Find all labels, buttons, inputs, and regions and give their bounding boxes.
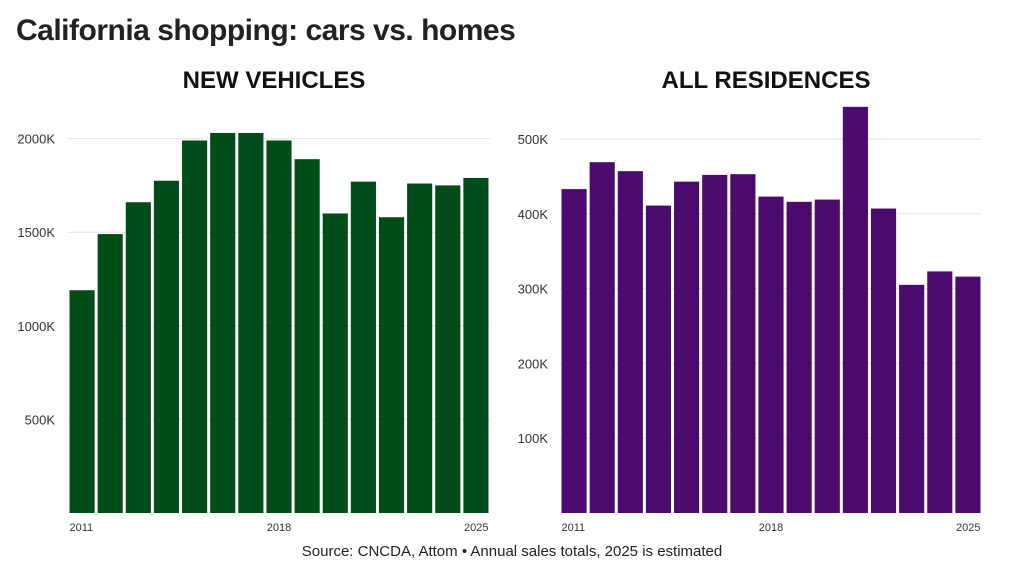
bar-2011 xyxy=(561,189,587,513)
bar-2014 xyxy=(645,205,672,513)
bar-2023 xyxy=(899,284,925,513)
bar-2022 xyxy=(870,208,897,513)
bar-2013 xyxy=(125,202,151,514)
bar-2013 xyxy=(617,171,643,513)
y-tick-label: 400K xyxy=(518,207,549,222)
x-tick-label: 2011 xyxy=(562,522,586,534)
bar-2011 xyxy=(69,290,95,513)
bar-2019 xyxy=(786,201,812,513)
x-tick-label: 2011 xyxy=(70,522,94,534)
bar-2021 xyxy=(842,106,868,513)
x-tick-label: 2018 xyxy=(759,522,783,534)
chart-title: California shopping: cars vs. homes xyxy=(16,14,516,47)
bar-2018 xyxy=(266,140,292,514)
source-note: Source: CNCDA, Attom • Annual sales tota… xyxy=(301,543,723,560)
bar-2025 xyxy=(955,276,981,513)
bar-2012 xyxy=(97,234,123,513)
bar-2019 xyxy=(294,159,320,513)
y-tick-label: 500K xyxy=(518,132,549,147)
panel-title: ALL RESIDENCES xyxy=(662,67,871,94)
bar-2024 xyxy=(927,271,953,513)
bar-2015 xyxy=(674,181,700,514)
bar-2022 xyxy=(378,217,405,513)
y-tick-label: 1500K xyxy=(17,225,55,240)
x-tick-label: 2025 xyxy=(956,522,980,534)
bar-2017 xyxy=(238,132,264,513)
bar-2017 xyxy=(730,174,756,513)
bar-2020 xyxy=(814,199,840,513)
bar-2018 xyxy=(758,196,784,513)
bar-2025 xyxy=(463,177,489,514)
bar-2024 xyxy=(435,185,461,513)
y-tick-label: 100K xyxy=(518,431,549,446)
panel-title: NEW VEHICLES xyxy=(183,67,366,94)
x-tick-label: 2018 xyxy=(267,522,291,534)
bar-2012 xyxy=(589,162,615,514)
bar-2016 xyxy=(210,132,236,513)
y-tick-label: 300K xyxy=(518,282,549,297)
bar-2016 xyxy=(702,174,728,514)
bar-2020 xyxy=(322,213,348,514)
bar-2015 xyxy=(182,140,208,514)
y-tick-label: 500K xyxy=(25,412,56,427)
y-tick-label: 1000K xyxy=(17,319,55,334)
y-tick-label: 200K xyxy=(518,356,549,371)
x-tick-label: 2025 xyxy=(464,522,488,534)
y-tick-label: 2000K xyxy=(17,132,55,147)
bar-2014 xyxy=(153,180,180,513)
bar-2023 xyxy=(407,183,433,513)
bar-2021 xyxy=(350,181,376,513)
